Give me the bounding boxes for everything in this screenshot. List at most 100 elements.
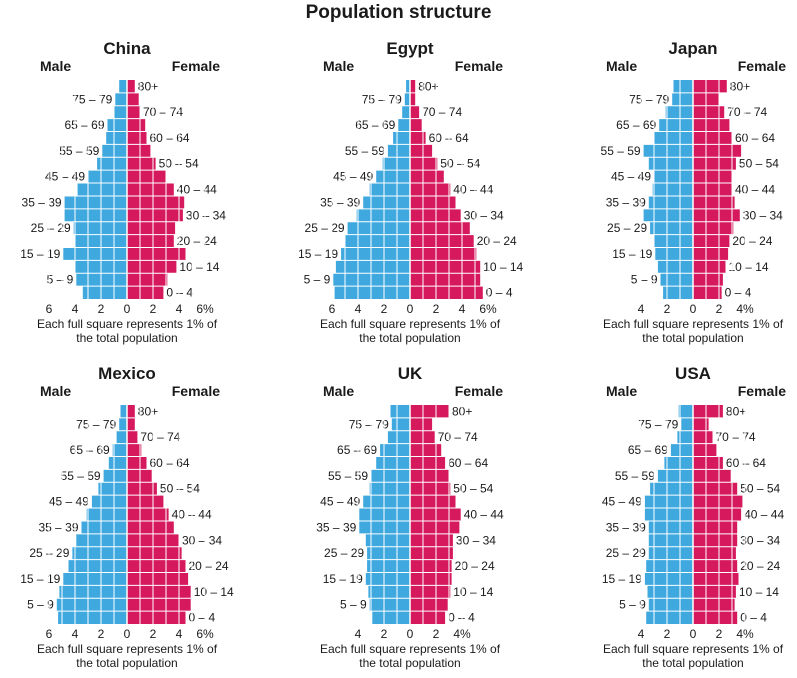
male-label: Male bbox=[323, 58, 354, 74]
male-bar bbox=[91, 495, 127, 509]
female-bar bbox=[410, 131, 426, 145]
age-label: 30 – 34 bbox=[464, 208, 504, 222]
female-bar bbox=[410, 443, 442, 457]
female-bar bbox=[693, 105, 725, 119]
male-bar bbox=[81, 520, 127, 534]
age-label: 60 – 64 bbox=[150, 131, 190, 145]
female-bar bbox=[693, 234, 730, 248]
pyramid-japan: Japan Male Female 0 – 4 5 – 9 10 – 14 15 – 19 2… bbox=[601, 39, 787, 345]
male-bar bbox=[663, 286, 693, 299]
female-bar bbox=[693, 260, 726, 274]
tick-label: 2 bbox=[381, 627, 388, 641]
age-label: 15 – 19 bbox=[298, 247, 338, 261]
female-bar bbox=[693, 572, 739, 586]
male-bar bbox=[404, 92, 410, 106]
tick-label: 6% bbox=[479, 302, 497, 316]
age-label: 55 – 59 bbox=[61, 469, 101, 483]
age-label: 5 – 9 bbox=[619, 598, 646, 612]
female-bar bbox=[410, 533, 453, 547]
age-label: 40 – 44 bbox=[744, 508, 784, 522]
female-bar bbox=[127, 572, 189, 586]
female-bar bbox=[410, 405, 449, 418]
age-label: 70 – 74 bbox=[727, 105, 767, 119]
female-bar bbox=[693, 456, 723, 470]
age-label: 0 – 4 bbox=[725, 286, 752, 300]
male-bar bbox=[63, 247, 127, 261]
age-label: 20 – 24 bbox=[740, 559, 780, 573]
female-bar bbox=[410, 585, 451, 599]
female-bar bbox=[693, 430, 713, 444]
age-label: 50 – 54 bbox=[739, 157, 779, 171]
female-bar bbox=[693, 611, 738, 624]
age-label: 20 – 24 bbox=[477, 234, 517, 248]
age-label: 10 – 14 bbox=[739, 585, 779, 599]
age-label: 65 – 69 bbox=[70, 443, 110, 457]
male-bar bbox=[369, 183, 410, 196]
female-bar bbox=[693, 520, 738, 534]
age-label: 45 – 49 bbox=[611, 170, 651, 184]
age-label: 75 – 79 bbox=[76, 417, 116, 431]
male-bar bbox=[371, 469, 410, 483]
male-bar bbox=[659, 118, 693, 132]
male-bar bbox=[368, 585, 410, 599]
male-bar bbox=[672, 92, 693, 106]
female-bar bbox=[127, 456, 147, 470]
tick-label: 6 bbox=[46, 302, 53, 316]
age-label: 25 – 29 bbox=[29, 546, 69, 560]
age-label: 80+ bbox=[138, 79, 158, 93]
female-bar bbox=[693, 598, 735, 612]
female-bar bbox=[693, 131, 732, 145]
chart-title: Mexico bbox=[98, 364, 156, 383]
tick-label: 0 bbox=[124, 627, 131, 641]
female-bar bbox=[410, 286, 483, 299]
female-bar bbox=[127, 118, 146, 132]
female-bar bbox=[410, 183, 451, 196]
tick-label: 4% bbox=[453, 627, 471, 641]
tick-label: 4 bbox=[72, 302, 79, 316]
age-label: 55 – 59 bbox=[345, 144, 385, 158]
caption-line: Each full square represents 1% of bbox=[603, 317, 784, 331]
age-label: 25 – 29 bbox=[31, 221, 71, 235]
tick-label: 4 bbox=[176, 302, 183, 316]
age-label: 35 – 39 bbox=[316, 520, 356, 534]
male-bar bbox=[390, 405, 410, 418]
male-bar bbox=[647, 585, 693, 599]
age-label: 40 – 44 bbox=[453, 183, 493, 197]
age-label: 55 – 59 bbox=[601, 144, 641, 158]
male-bar bbox=[76, 273, 127, 287]
female-label: Female bbox=[172, 383, 220, 399]
female-bar bbox=[127, 170, 166, 184]
caption-line: Each full square represents 1% of bbox=[37, 317, 218, 331]
female-bar bbox=[693, 585, 736, 599]
age-label: 20 – 24 bbox=[189, 559, 229, 573]
age-label: 65 – 69 bbox=[616, 118, 656, 132]
female-bar bbox=[410, 482, 451, 496]
female-bar bbox=[127, 221, 176, 235]
male-bar bbox=[98, 482, 127, 496]
age-label: 25 – 29 bbox=[324, 546, 364, 560]
male-bar bbox=[643, 208, 693, 222]
male-bar bbox=[103, 469, 127, 483]
female-bar bbox=[127, 482, 157, 496]
age-label: 0 – 4 bbox=[166, 286, 193, 300]
female-bar bbox=[127, 585, 191, 599]
female-bar bbox=[693, 221, 734, 235]
age-label: 50 – 54 bbox=[160, 482, 200, 496]
caption-line: the total population bbox=[642, 656, 743, 670]
female-bar bbox=[127, 495, 164, 509]
male-label: Male bbox=[40, 383, 71, 399]
male-bar bbox=[108, 456, 127, 470]
male-bar bbox=[654, 131, 693, 145]
female-bar bbox=[410, 417, 433, 431]
age-label: 70 – 74 bbox=[438, 430, 478, 444]
male-bar bbox=[359, 520, 410, 534]
caption-line: the total population bbox=[642, 331, 743, 345]
male-bar bbox=[644, 495, 693, 509]
female-bar bbox=[127, 598, 191, 612]
male-bar bbox=[376, 170, 410, 184]
male-bar bbox=[107, 118, 127, 132]
age-label: 75 – 79 bbox=[638, 417, 678, 431]
female-bar bbox=[410, 546, 453, 560]
male-bar bbox=[102, 144, 127, 158]
